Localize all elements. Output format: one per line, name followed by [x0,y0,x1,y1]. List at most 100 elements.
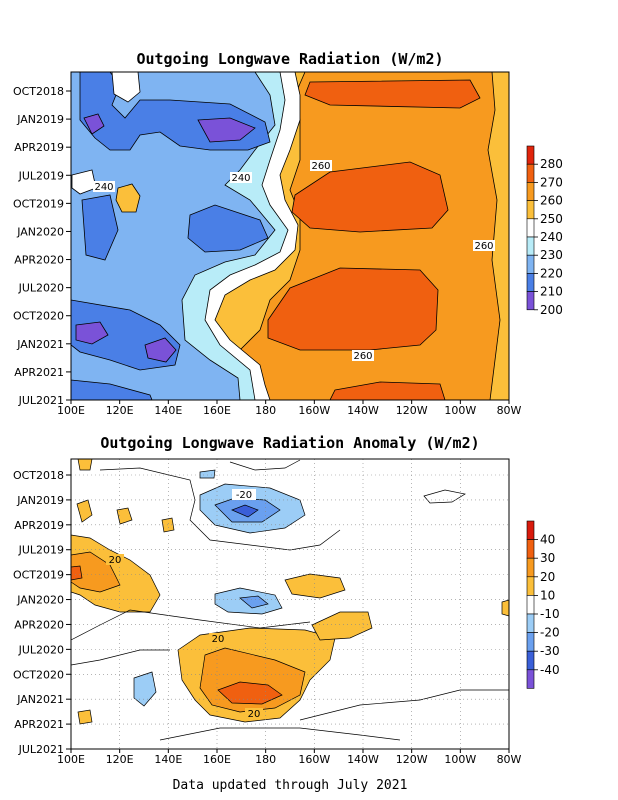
colorbar-swatch [526,163,535,183]
y-tick-label: JUL2020 [18,643,64,656]
contour-label-bg [93,181,115,192]
x-tick-label: 80W [497,753,522,766]
anom-zero-contour-g [229,459,301,471]
contour-label-bg [310,160,332,171]
x-tick-label: 160W [298,404,330,417]
y-tick-label: JUL2019 [18,169,64,182]
olr-field-200-d [75,321,109,345]
y-tick-label: JUL2021 [18,394,64,407]
anom-positive-central-peak [217,681,283,705]
y-tick-label: JUL2021 [18,743,64,756]
top-colorbar: 280 270 260 250 240 230 220 210 200 [526,145,563,317]
anom-negative-b-core [239,595,269,609]
x-tick-label: 80W [497,404,522,417]
contour-label-bg [245,708,263,719]
x-tick-label: 140E [154,753,182,766]
contour-label-240-b: 240 [231,173,250,184]
top-y-axis: OCT2018 JAN2019 APR2019 JUL2019 OCT2019 JAN20… [13,85,71,407]
colorbar-swatch [526,632,535,652]
colorbar-label: 10 [540,588,555,602]
colorbar-label: -40 [540,663,560,677]
colorbar-label: 30 [540,551,555,565]
colorbar-swatch [526,669,535,689]
colorbar-label: 260 [540,194,563,208]
bottom-y-axis: OCT2018 JAN2019 APR2019 JUL2019 OCT2019 JAN20… [13,469,71,756]
bottom-colorbar: 40 30 20 10 -10 -20 -30 -40 [526,520,560,689]
contour-label-bg [230,172,252,183]
contour-label-240-a: 240 [94,182,113,193]
contour-label-260-b: 260 [474,241,493,252]
y-tick-label: JAN2019 [16,113,64,126]
x-tick-label: 140W [347,404,379,417]
olr-field-270-c [267,267,439,351]
anom-negative-d [199,469,216,479]
y-tick-label: APR2019 [14,519,64,532]
y-tick-label: APR2019 [14,141,64,154]
y-tick-label: APR2020 [14,618,64,631]
olr-field-200-b [83,113,105,135]
contour-label-bg [473,240,495,251]
top-contour-labels: 240 240 260 260 260 [93,160,495,362]
colorbar-label: 200 [540,303,563,317]
top-chart-title: Outgoing Longwave Radiation (W/m2) [136,50,443,68]
contour-label-minus20: -20 [236,490,252,501]
y-tick-label: OCT2019 [13,569,64,582]
y-tick-label: JUL2019 [18,544,64,557]
anom-zero-contour-d [299,689,509,721]
olr-field-270-d [329,381,446,400]
contour-label-20-c: 20 [248,709,261,720]
colorbar-label: -30 [540,644,560,658]
colorbar-swatch [526,182,535,201]
top-plot-frame [70,71,510,401]
colorbar-swatch [526,576,535,596]
colorbar-label: 270 [540,175,563,189]
colorbar-label: 230 [540,248,563,262]
bottom-x-axis: 100E 120E 140E 160E 180 160W 140W 120W 100W 80W [57,749,522,766]
colorbar-swatch [526,291,535,311]
colorbar-label: -20 [540,626,560,640]
contour-label-bg [352,350,374,361]
bottom-chart-title: Outgoing Longwave Radiation Anomaly (W/m… [100,434,479,452]
contour-label-260-c: 260 [353,351,372,362]
anom-positive-east-b [284,573,346,599]
colorbar-swatch [526,218,535,238]
x-tick-label: 180 [255,753,276,766]
x-tick-label: 160E [203,404,231,417]
y-tick-label: JUL2020 [18,282,64,295]
x-tick-label: 140E [154,404,182,417]
x-tick-label: 160W [298,753,330,766]
y-tick-label: JAN2020 [16,225,64,238]
olr-field-270-a [304,79,481,109]
colorbar-swatch [526,520,535,540]
olr-field-270-b [291,161,449,233]
olr-field-240-island [111,72,141,103]
colorbar-swatch [526,557,535,578]
anom-positive-west-core [71,551,121,593]
olr-field-200-c [144,337,177,363]
colorbar-swatch [526,200,535,220]
x-tick-label: 140W [347,753,379,766]
colorbar-label: 40 [540,533,555,547]
anom-zero-contour-a [99,467,341,551]
y-tick-label: APR2020 [14,254,64,267]
colorbar-label: -10 [540,607,560,621]
bottom-plot-frame [70,458,510,750]
x-tick-label: 180 [255,404,276,417]
x-tick-label: 100E [57,404,85,417]
anom-negative-a-peak [231,504,259,518]
anom-positive-north-c [77,459,93,471]
contour-label-20-b: 20 [212,634,225,645]
anom-positive-south [77,709,93,725]
olr-field-210-b [81,194,119,261]
colorbar-swatch [526,236,535,256]
y-tick-label: JAN2020 [16,594,64,607]
anom-zero-contour-e [159,727,401,741]
colorbar-swatch [526,539,535,559]
y-tick-label: OCT2018 [13,85,64,98]
colorbar-label: 220 [540,266,563,280]
colorbar-label: 210 [540,285,563,299]
colorbar-swatch [526,650,535,671]
anom-positive-north-b [116,507,133,525]
colorbar-label: 280 [540,157,563,171]
